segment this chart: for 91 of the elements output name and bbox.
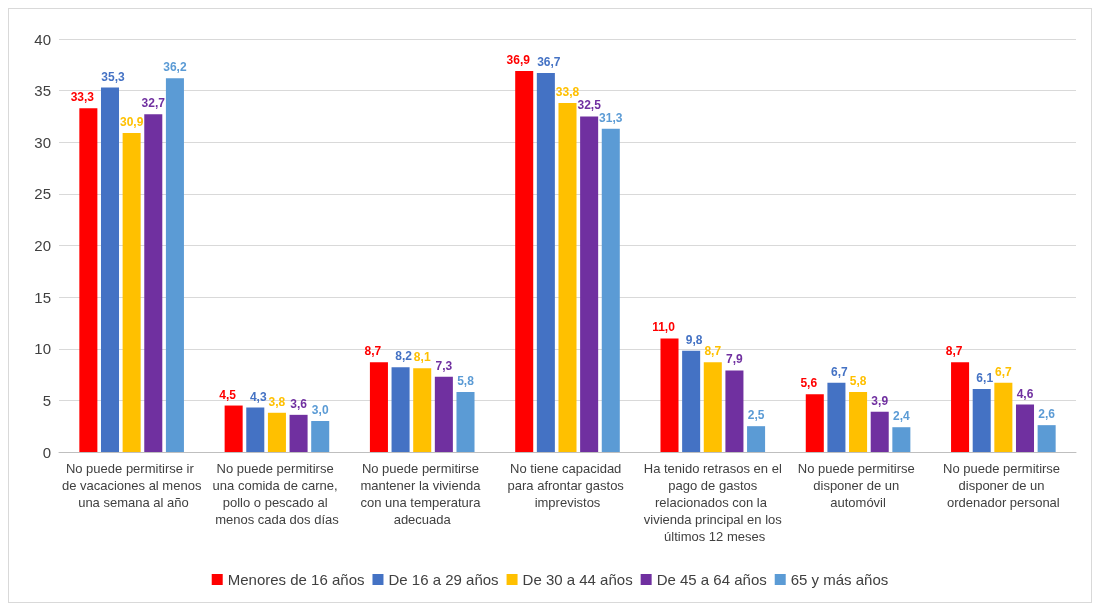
bar <box>456 392 475 452</box>
bar <box>601 128 620 452</box>
legend-label: De 45 a 64 años <box>656 571 767 588</box>
x-tick-label: No puede permitirse disponer de un automóvil <box>797 461 919 510</box>
data-label: 30,9 <box>119 114 144 129</box>
data-label: 33,3 <box>70 90 95 105</box>
data-label: 8,1 <box>413 350 431 365</box>
data-label: 4,6 <box>1016 386 1034 401</box>
y-tick-label: 0 <box>42 443 51 461</box>
data-label: 6,7 <box>831 364 849 379</box>
bar <box>536 73 555 452</box>
bar <box>79 108 98 452</box>
legend-label: Menores de 16 años <box>227 571 365 588</box>
y-tick-label: 30 <box>34 133 51 151</box>
data-label: 3,8 <box>268 394 286 409</box>
bar <box>747 426 766 452</box>
data-label: 3,0 <box>311 403 329 418</box>
data-label: 2,6 <box>1038 407 1056 422</box>
data-label: 5,8 <box>457 374 475 389</box>
bar <box>805 394 824 452</box>
y-tick-label: 5 <box>42 391 51 409</box>
data-label: 4,5 <box>219 387 237 402</box>
data-label: 8,7 <box>945 344 963 359</box>
bar <box>827 382 846 452</box>
y-tick-label: 25 <box>34 185 51 203</box>
bar <box>1015 404 1035 452</box>
bar <box>267 412 286 452</box>
data-label: 2,4 <box>893 409 911 424</box>
y-tick-label: 10 <box>34 340 51 358</box>
bar <box>391 367 410 452</box>
bar <box>100 87 120 452</box>
bar <box>224 405 243 452</box>
bar <box>165 78 184 452</box>
data-label: 5,8 <box>849 374 867 389</box>
data-label: 4,3 <box>249 389 267 404</box>
data-label: 7,3 <box>435 358 453 373</box>
data-label: 6,7 <box>995 364 1013 379</box>
bar <box>703 362 722 452</box>
legend-label: De 16 a 29 años <box>388 571 499 588</box>
bar <box>434 376 453 452</box>
data-label: 36,2 <box>163 60 187 75</box>
bar <box>870 411 889 452</box>
bar <box>369 362 388 452</box>
data-label: 3,6 <box>290 396 308 411</box>
bar <box>289 414 308 452</box>
bar <box>849 392 868 452</box>
bar <box>558 103 577 452</box>
data-label: 2,5 <box>747 408 765 423</box>
y-tick-label: 20 <box>34 237 51 254</box>
data-label: 31,3 <box>599 110 623 125</box>
x-tick-label: Ha tenido retrasos en el pago de gastos relacionados con la vivienda principal en los últimos 12 meses <box>643 461 783 544</box>
legend-label: 65 y más años <box>790 571 889 588</box>
data-label: 9,8 <box>685 332 703 347</box>
data-label: 8,7 <box>364 344 382 359</box>
bar <box>725 370 744 452</box>
y-tick-label: 40 <box>34 30 51 48</box>
bar <box>122 132 141 452</box>
data-label: 3,9 <box>871 393 889 408</box>
y-tick-label: 35 <box>34 82 51 100</box>
data-label: 6,1 <box>976 371 994 386</box>
x-tick-label: No puede permitirse disponer de un ordenador personal <box>943 461 1064 510</box>
bar <box>580 116 599 452</box>
data-label: 32,5 <box>577 98 602 113</box>
bar <box>994 382 1013 452</box>
bar <box>892 427 911 452</box>
x-tick-label: No tiene capacidad para afrontar gastos imprevistos <box>507 461 628 510</box>
data-label: 7,9 <box>726 352 744 367</box>
data-label: 8,2 <box>395 349 413 364</box>
x-tick-label: No puede permitirse mantener la vivienda con una temperatura adecuada <box>360 461 484 527</box>
bar <box>972 389 991 452</box>
bar <box>246 407 265 452</box>
data-label: 8,7 <box>704 344 722 359</box>
data-label: 32,7 <box>141 96 166 111</box>
bar <box>413 368 432 452</box>
data-label: 36,7 <box>537 55 561 70</box>
legend-label: De 30 a 44 años <box>522 571 633 588</box>
data-label: 35,3 <box>101 69 125 84</box>
bar <box>515 71 534 452</box>
x-tick-label: No puede permitirse una comida de carne, pollo o pescado al menos cada dos días <box>212 461 342 527</box>
data-label: 11,0 <box>652 320 676 335</box>
bar <box>144 114 163 452</box>
bar <box>682 350 701 452</box>
bar <box>660 338 679 452</box>
x-tick-label: No puede permitirse ir de vacaciones al menos una semana al año <box>61 461 202 510</box>
bar <box>311 421 330 452</box>
data-label: 33,8 <box>555 85 580 100</box>
bar <box>951 362 970 452</box>
bar <box>1037 425 1056 452</box>
data-label: 36,9 <box>506 53 531 68</box>
y-tick-label: 15 <box>34 288 51 306</box>
data-label: 5,6 <box>800 376 818 391</box>
